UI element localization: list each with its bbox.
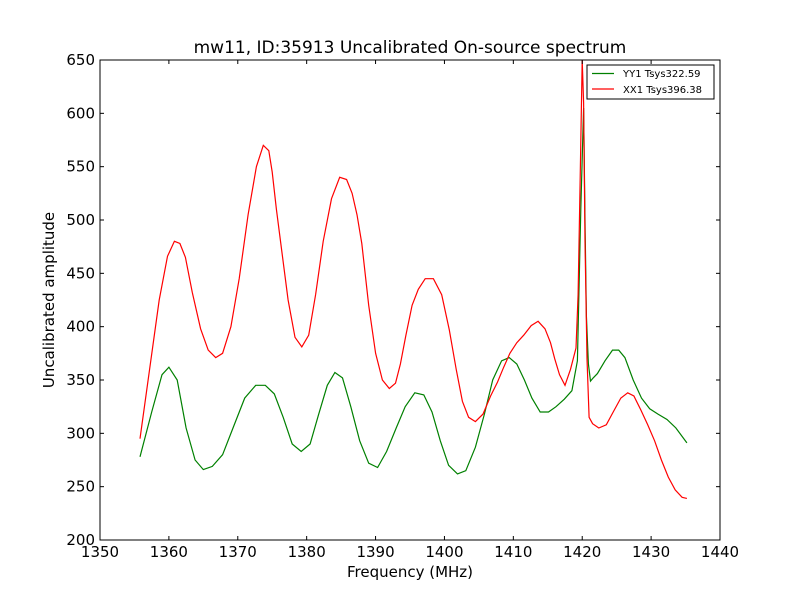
x-tick-label: 1390 [356, 543, 394, 561]
legend-frame [586, 64, 715, 100]
y-tick-label: 450 [66, 264, 95, 282]
y-tick-label: 550 [66, 158, 95, 176]
y-tick-label: 350 [66, 371, 95, 389]
chart-title: mw11, ID:35913 Uncalibrated On-source sp… [194, 38, 627, 58]
legend-label-xx1: XX1 Tsys396.38 [623, 85, 702, 96]
x-tick-label: 1380 [288, 543, 326, 561]
series-line-0 [139, 107, 688, 475]
x-axis-label: Frequency (MHz) [347, 563, 473, 581]
y-axis: 200 250 300 350 400 450 500 550 600 650 [66, 51, 720, 549]
x-tick-label: 1410 [494, 543, 532, 561]
plot-frame [99, 59, 721, 541]
x-tick-label: 1400 [425, 543, 463, 561]
x-tick-label: 1430 [632, 543, 670, 561]
y-tick-label: 300 [66, 424, 95, 442]
y-tick-label: 500 [66, 211, 95, 229]
x-tick-label: 1360 [150, 543, 188, 561]
y-tick-label: 250 [66, 478, 95, 496]
y-tick-label: 400 [66, 318, 95, 336]
legend-label-yy1: YY1 Tsys322.59 [622, 69, 701, 80]
x-axis: 1350 1360 1370 1380 1390 1400 1410 1420 1430 1440 [81, 60, 739, 561]
y-tick-label: 600 [66, 104, 95, 122]
x-tick-label: 1440 [701, 543, 739, 561]
y-tick-label: 650 [66, 51, 95, 69]
legend: YY1 Tsys322.59 XX1 Tsys396.38 [586, 64, 715, 100]
x-tick-label: 1420 [563, 543, 601, 561]
x-tick-label: 1350 [81, 543, 119, 561]
plot-area [139, 60, 688, 499]
x-tick-label: 1370 [219, 543, 257, 561]
series-line-1 [139, 60, 688, 499]
y-tick-label: 200 [66, 531, 95, 549]
y-axis-label: Uncalibrated amplitude [40, 212, 58, 388]
